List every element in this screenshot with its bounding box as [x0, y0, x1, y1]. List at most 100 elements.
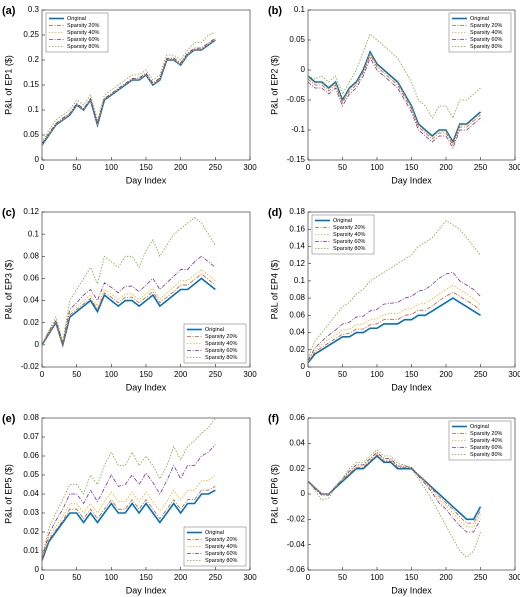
y-tick-label: 0.1: [28, 229, 40, 238]
series-line: [307, 284, 481, 362]
y-tick-label: 0.02: [289, 464, 305, 473]
y-tick-label: 0.16: [289, 224, 305, 233]
x-tick-label: 250: [474, 163, 488, 172]
panel-label: (a): [2, 5, 16, 17]
y-tick-label: 0.1: [28, 105, 40, 114]
x-tick-label: 300: [243, 573, 257, 582]
y-axis-label: P&L of EP1 ($): [3, 55, 13, 115]
y-tick-label: -0.06: [287, 565, 306, 574]
series-line: [307, 33, 481, 119]
x-tick-label: 50: [338, 573, 347, 582]
y-tick-label: 0.06: [289, 310, 305, 319]
x-tick-label: 150: [139, 370, 153, 379]
series-line: [41, 273, 216, 347]
series-line: [307, 452, 481, 528]
x-tick-label: 150: [405, 370, 419, 379]
x-tick-label: 0: [40, 163, 45, 172]
series-line: [41, 417, 216, 557]
y-tick-label: 0.08: [23, 413, 39, 422]
x-tick-label: 250: [209, 573, 223, 582]
y-tick-label: 0.03: [23, 508, 39, 517]
x-axis-label: Day Index: [126, 382, 167, 392]
x-tick-label: 250: [474, 573, 488, 582]
panel-label: (b): [268, 5, 282, 17]
panel-label: (e): [2, 413, 16, 425]
y-axis-label: P&L of EP5 ($): [3, 464, 13, 524]
x-axis-label: Day Index: [391, 585, 432, 595]
legend-label: Sparsity 20%: [205, 334, 238, 340]
legend-label: Sparsity 80%: [205, 558, 238, 564]
series-line: [307, 454, 481, 524]
x-tick-label: 200: [174, 573, 188, 582]
series-line: [41, 269, 216, 346]
legend-label: Original: [205, 530, 224, 536]
y-tick-label: 0.05: [23, 130, 39, 139]
x-tick-label: 200: [439, 573, 453, 582]
x-tick-label: 0: [40, 573, 45, 582]
series-line: [307, 52, 481, 145]
y-tick-label: -0.02: [287, 514, 306, 523]
y-tick-label: 0.1: [294, 5, 306, 14]
y-tick-label: 0.18: [289, 207, 305, 216]
x-tick-label: 150: [139, 163, 153, 172]
series-line: [307, 454, 482, 521]
series-line: [41, 489, 216, 561]
x-tick-label: 100: [105, 573, 119, 582]
series-line: [41, 444, 216, 559]
y-tick-label: 0.25: [23, 30, 39, 39]
y-tick-label: 0: [35, 155, 40, 164]
y-tick-label: 0.12: [289, 259, 305, 268]
legend-label: Sparsity 60%: [67, 37, 100, 43]
series-line: [307, 271, 481, 361]
legend-label: Sparsity 80%: [67, 44, 100, 50]
legend-label: Sparsity 40%: [67, 30, 100, 36]
y-axis-label: P&L of EP3 ($): [3, 260, 13, 320]
series-line: [41, 217, 216, 346]
y-tick-label: 0.06: [23, 274, 39, 283]
legend-label: Sparsity 60%: [205, 551, 238, 557]
x-tick-label: 250: [209, 370, 223, 379]
series-line: [41, 37, 216, 144]
legend-label: Sparsity 60%: [470, 445, 503, 451]
legend-label: Sparsity 80%: [205, 355, 238, 361]
legend-label: Sparsity 40%: [333, 232, 366, 238]
y-tick-label: 0.04: [289, 328, 305, 337]
x-tick-label: 100: [370, 370, 384, 379]
y-tick-label: 0.04: [23, 296, 39, 305]
legend-label: Original: [470, 16, 489, 22]
x-tick-label: 50: [72, 573, 81, 582]
y-tick-label: 0: [301, 362, 306, 371]
series-line: [307, 220, 481, 359]
x-axis-label: Day Index: [391, 382, 432, 392]
x-tick-label: 50: [72, 370, 81, 379]
y-tick-label: 0.01: [23, 546, 39, 555]
y-tick-label: 0.3: [28, 5, 40, 14]
panel-label: (d): [268, 207, 282, 219]
legend-label: Sparsity 60%: [205, 348, 238, 354]
y-tick-label: 0.08: [23, 251, 39, 260]
x-tick-label: 250: [474, 370, 488, 379]
y-tick-label: 0.02: [23, 527, 39, 536]
x-tick-label: 100: [105, 370, 119, 379]
x-axis-label: Day Index: [391, 175, 432, 185]
series-line: [41, 474, 216, 559]
x-tick-label: 200: [439, 370, 453, 379]
y-tick-label: 0.2: [28, 55, 40, 64]
legend-label: Original: [67, 16, 86, 22]
y-tick-label: -0.04: [287, 540, 306, 549]
x-axis-label: Day Index: [126, 175, 167, 185]
legend-label: Sparsity 20%: [67, 23, 100, 29]
y-tick-label: 0.06: [23, 451, 39, 460]
x-tick-label: 0: [306, 163, 311, 172]
y-tick-label: 0.08: [289, 293, 305, 302]
y-tick-label: 0.05: [23, 470, 39, 479]
x-tick-label: 150: [405, 163, 419, 172]
legend-label: Sparsity 60%: [470, 37, 503, 43]
series-line: [41, 277, 216, 348]
y-tick-label: 0: [35, 565, 40, 574]
x-tick-label: 200: [174, 370, 188, 379]
legend-label: Sparsity 60%: [333, 239, 366, 245]
y-tick-label: 0: [301, 489, 306, 498]
x-tick-label: 250: [209, 163, 223, 172]
y-tick-label: 0.12: [23, 207, 39, 216]
